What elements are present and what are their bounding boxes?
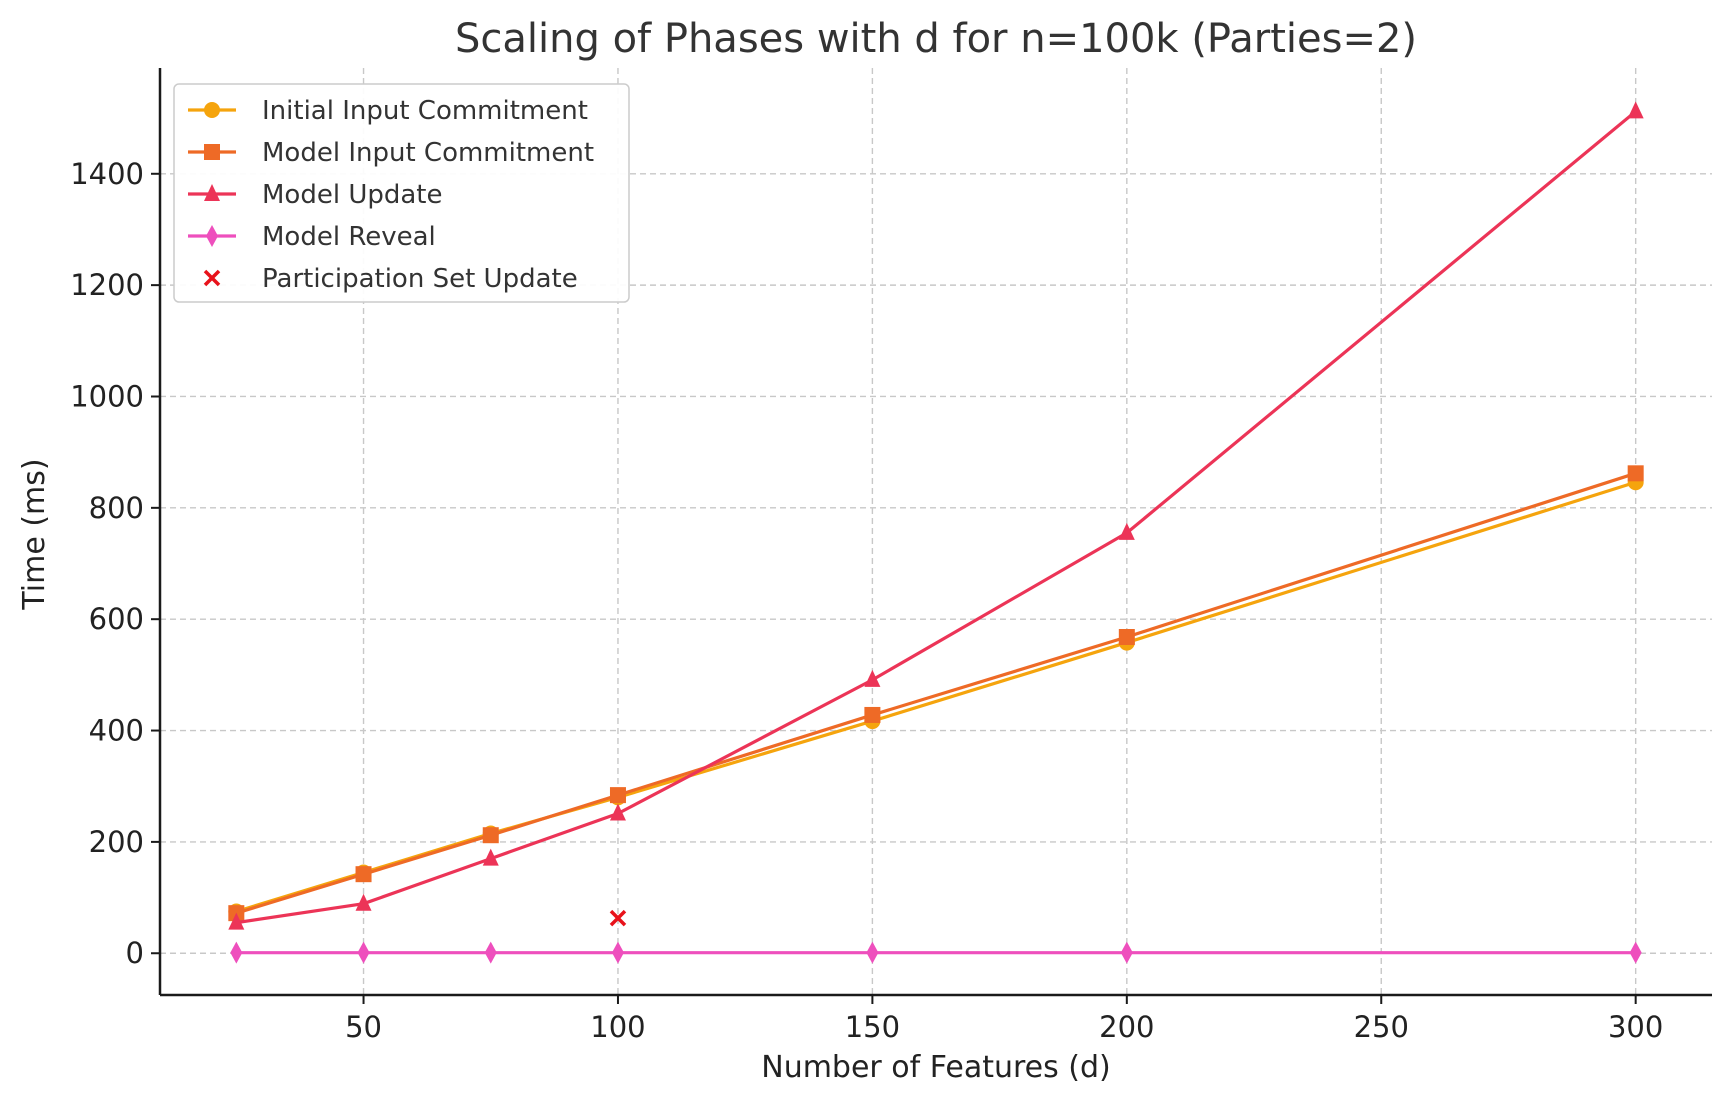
legend-marker [204,184,220,201]
data-point-model-input-commitment [864,706,881,723]
data-point-model-update [609,803,626,821]
data-point-model-input-commitment [482,827,499,844]
legend-item-model-reveal: Model Reveal [188,222,436,252]
series-model-input-commitment [228,465,1644,922]
y-tick-label: 1200 [70,268,144,302]
x-axis-label: Number of Features (d) [761,1050,1110,1085]
legend-label: Model Input Commitment [262,138,594,168]
y-tick-label: 1400 [70,157,144,191]
y-tick-label: 1000 [70,379,144,413]
data-point-model-reveal [484,941,497,964]
data-point-model-reveal [357,941,370,964]
data-point-model-reveal [866,941,879,964]
series-participation-set-update [609,909,627,927]
data-point-model-reveal [1629,941,1642,964]
legend-item-model-update: Model Update [188,180,443,210]
x-tick-label: 250 [1354,1010,1409,1044]
x-tick-label: 100 [590,1010,645,1044]
chart-title: Scaling of Phases with d for n=100k (Par… [455,16,1417,62]
legend-marker [203,269,221,287]
y-tick-label: 400 [89,714,144,748]
data-point-model-update [482,848,499,866]
x-tick-label: 300 [1608,1010,1663,1044]
x-tick-label: 150 [845,1010,900,1044]
data-point-model-update [1118,522,1135,540]
data-point-model-input-commitment [1627,465,1644,482]
y-tick-label: 0 [126,936,144,970]
series-lines [228,101,1644,964]
series-line-model-input-commitment [235,471,1637,915]
legend-item-model-input-commitment: Model Input Commitment [188,138,594,168]
data-point-model-update [355,893,372,911]
x-tick-label: 200 [1099,1010,1154,1044]
data-point-model-update [1627,101,1644,119]
series-model-reveal [230,941,1642,964]
data-point-model-reveal [611,941,624,964]
x-tick-label: 50 [345,1010,382,1044]
y-tick-label: 200 [89,825,144,859]
data-point-model-update [864,669,881,687]
data-point-participation-set-update [609,909,627,927]
y-tick-label: 800 [89,491,144,525]
data-point-model-input-commitment [1118,629,1135,646]
data-point-model-reveal [1120,941,1133,964]
legend-marker [206,225,218,247]
axes: 50 100 150 200 250 300 0 200 400 600 800 1000 1200 14… [70,68,1712,1044]
data-point-model-reveal [230,941,243,964]
data-point-model-input-commitment [355,866,372,883]
data-point-model-update [228,912,245,930]
legend-label: Model Reveal [262,222,436,252]
legend-marker [204,144,220,160]
y-axis-label: Time (ms) [17,458,52,610]
legend-item-initial-input-commitment: Initial Input Commitment [188,96,588,126]
series-model-update [228,101,1644,930]
x-marker-stroke [203,269,221,287]
legend-label: Initial Input Commitment [262,96,588,126]
legend-marker [204,102,220,118]
data-point-model-input-commitment [609,787,626,804]
legend-label: Model Update [262,180,443,210]
y-tick-label: 600 [89,602,144,636]
legend-item-participation-set-update: Participation Set Update [203,264,578,294]
legend-box [173,83,630,303]
x-marker-stroke [609,909,627,927]
legend-label: Participation Set Update [262,264,578,294]
legend: Initial Input Commitment Model Input Comm… [173,83,630,303]
